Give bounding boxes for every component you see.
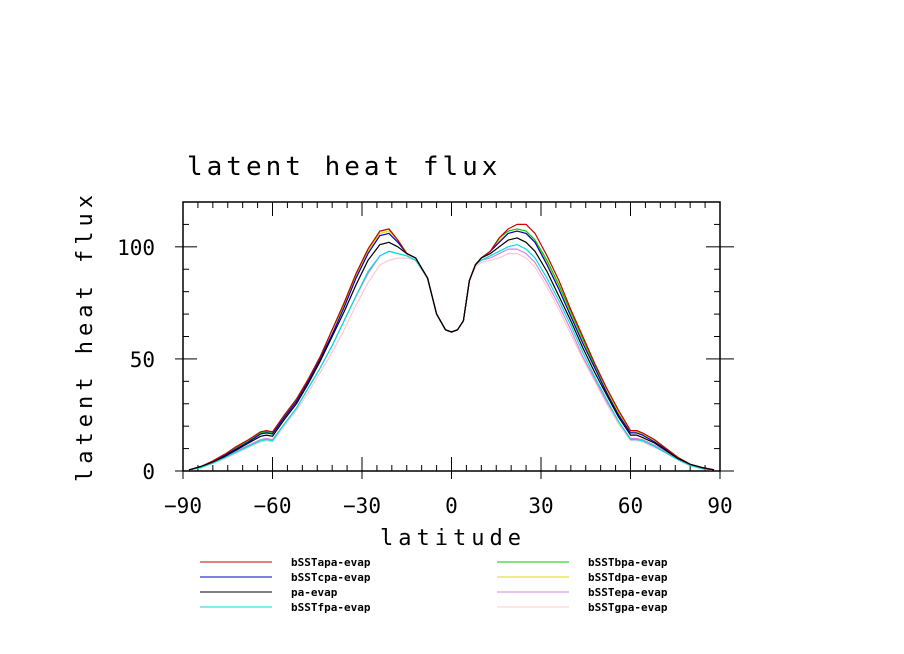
series-line-bSSTgpa-evap [188,253,715,471]
x-tick-label: 60 [618,494,643,518]
x-tick-label: 90 [707,494,732,518]
series-lines [188,223,715,471]
series-line-bSSTdpa-evap [188,230,715,471]
x-axis-label: latitude [380,526,526,551]
legend-label-bSSTepa-evap: bSSTepa-evap [588,586,668,599]
y-tick-label: 0 [142,460,155,484]
x-tick-label: −30 [343,494,381,518]
series-line-bSSTcpa-evap [188,230,715,471]
x-tick-label: 0 [445,494,458,518]
x-tick-label: −60 [254,494,292,518]
legend-label-pa-evap: pa-evap [291,586,338,599]
chart-title: latent heat flux [187,152,501,182]
x-tick-labels: −90 −60 −30 0 30 60 90 [164,494,733,518]
series-line-pa-evap [188,237,715,471]
legend-label-bSSTdpa-evap: bSSTdpa-evap [588,571,668,584]
y-tick-labels: 0 50 100 [117,236,155,484]
legend-label-bSSTbpa-evap: bSSTbpa-evap [588,556,668,569]
legend: bSSTapa-evap bSSTbpa-evap bSSTcpa-evap bSST… [200,556,668,614]
x-tick-label: −90 [164,494,202,518]
series-line-bSSTfpa-evap [188,244,715,471]
y-tick-label: 50 [130,348,155,372]
legend-label-bSSTgpa-evap: bSSTgpa-evap [588,601,668,614]
x-tick-label: 30 [528,494,553,518]
legend-label-bSSTfpa-evap: bSSTfpa-evap [291,601,371,614]
legend-label-bSSTcpa-evap: bSSTcpa-evap [291,571,371,584]
y-tick-label: 100 [117,236,155,260]
legend-label-bSSTapa-evap: bSSTapa-evap [291,556,371,569]
y-axis-label: latent heat flux [73,190,98,482]
series-line-bSSTepa-evap [188,248,715,471]
series-line-bSSTbpa-evap [188,228,715,471]
axis-ticks [175,201,734,479]
